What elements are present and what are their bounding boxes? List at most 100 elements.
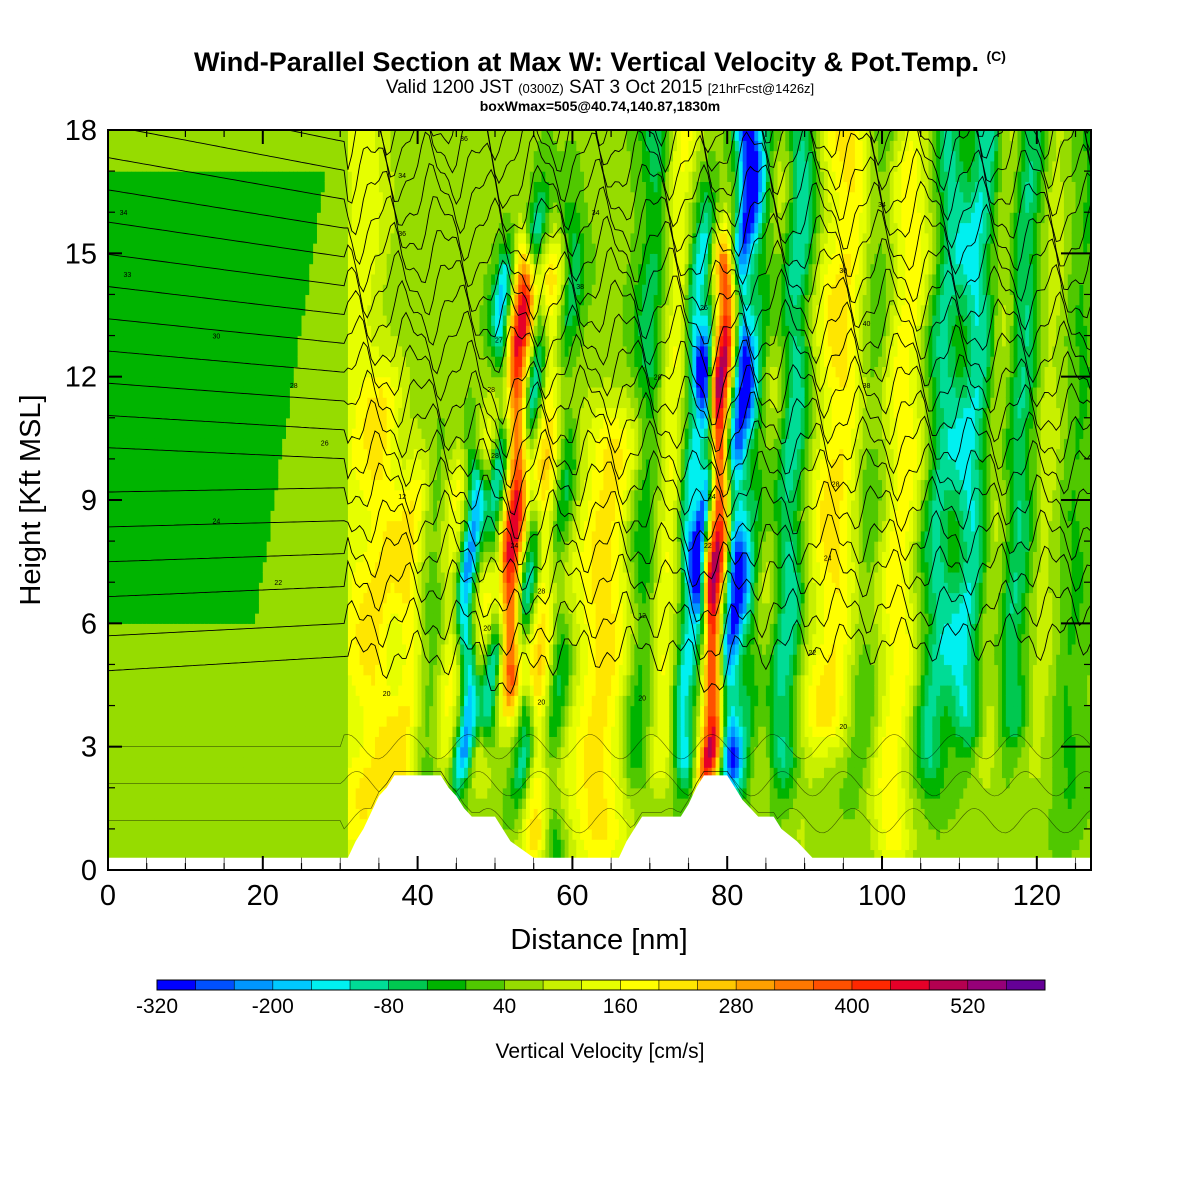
velocity-cell (108, 243, 113, 254)
velocity-cell (224, 304, 229, 316)
velocity-cell (158, 212, 163, 224)
velocity-cell (181, 222, 186, 234)
velocity-cell (108, 798, 113, 809)
velocity-cell (278, 160, 283, 172)
velocity-cell (278, 315, 283, 326)
velocity-cell (262, 828, 268, 840)
velocity-cell (212, 705, 217, 717)
velocity-cell (328, 376, 334, 388)
velocity-cell (119, 479, 125, 491)
velocity-cell (166, 212, 171, 224)
velocity-cell (197, 160, 202, 172)
velocity-cell (231, 376, 237, 388)
velocity-cell (309, 315, 314, 326)
velocity-cell (138, 571, 144, 583)
velocity-cell (200, 212, 206, 224)
velocity-cell (278, 130, 283, 141)
velocity-cell (359, 674, 365, 686)
velocity-cell (316, 417, 322, 429)
velocity-cell (270, 695, 276, 707)
velocity-cell (235, 479, 241, 491)
velocity-cell (266, 386, 272, 398)
velocity-cell (123, 798, 128, 809)
velocity-cell (185, 448, 190, 460)
velocity-cell (127, 232, 132, 244)
velocity-cell (173, 325, 179, 337)
velocity-cell (297, 767, 303, 779)
velocity-cell (193, 304, 198, 316)
velocity-cell (286, 469, 291, 481)
velocity-cell (208, 171, 214, 182)
velocity-cell (274, 160, 279, 172)
velocity-cell (115, 284, 121, 296)
velocity-cell (169, 571, 175, 583)
velocity-cell (169, 561, 175, 573)
velocity-cell (336, 654, 341, 666)
velocity-cell (289, 705, 295, 717)
velocity-cell (266, 777, 272, 789)
velocity-cell (332, 726, 337, 737)
velocity-cell (227, 849, 233, 861)
velocity-cell (336, 808, 341, 820)
velocity-cell (340, 705, 345, 717)
velocity-cell (127, 181, 132, 193)
velocity-cell (251, 510, 256, 522)
velocity-cell (324, 140, 330, 152)
velocity-cell (115, 571, 121, 583)
velocity-cell (146, 582, 152, 594)
velocity-cell (224, 561, 229, 573)
velocity-cell (262, 798, 268, 809)
velocity-cell (270, 787, 276, 799)
velocity-cell (305, 530, 310, 542)
velocity-cell (355, 828, 361, 840)
velocity-cell (309, 746, 314, 758)
velocity-cell (193, 356, 198, 367)
velocity-cell (111, 397, 117, 409)
velocity-cell (320, 839, 326, 851)
velocity-cell (204, 777, 210, 789)
velocity-cell (336, 736, 341, 748)
velocity-cell (142, 243, 148, 254)
velocity-cell (274, 315, 279, 326)
velocity-cell (239, 633, 245, 645)
velocity-cell (189, 284, 194, 296)
velocity-cell (347, 613, 353, 624)
velocity-cell (138, 212, 144, 224)
velocity-cell (266, 243, 272, 254)
velocity-cell (286, 212, 291, 224)
velocity-cell (208, 356, 214, 367)
velocity-cell (173, 520, 179, 532)
velocity-cell (108, 777, 113, 789)
velocity-cell (185, 695, 190, 707)
velocity-cell (216, 222, 221, 234)
velocity-cell (166, 520, 171, 532)
velocity-cell (301, 664, 306, 676)
velocity-cell (216, 828, 221, 840)
velocity-cell (320, 232, 326, 244)
velocity-cell (216, 530, 221, 542)
velocity-cell (355, 201, 361, 213)
velocity-cell (142, 849, 148, 861)
velocity-cell (212, 191, 217, 203)
velocity-cell (313, 356, 318, 367)
velocity-cell (324, 315, 330, 326)
velocity-cell (123, 767, 128, 779)
velocity-cell (193, 674, 198, 686)
velocity-cell (216, 664, 221, 676)
velocity-cell (344, 294, 349, 306)
velocity-cell (258, 284, 264, 296)
velocity-cell (158, 623, 163, 635)
velocity-cell (274, 150, 279, 162)
velocity-cell (251, 201, 256, 213)
velocity-cell (282, 263, 287, 275)
chart-subtitle: Valid 1200 JST (0300Z) SAT 3 Oct 2015 [2… (0, 78, 1200, 99)
velocity-cell (239, 201, 245, 213)
velocity-cell (200, 592, 206, 604)
velocity-cell (193, 715, 198, 727)
velocity-cell (204, 798, 210, 809)
velocity-cell (297, 469, 303, 481)
velocity-cell (247, 232, 252, 244)
velocity-cell (363, 602, 368, 614)
velocity-cell (255, 181, 260, 193)
velocity-cell (251, 304, 256, 316)
